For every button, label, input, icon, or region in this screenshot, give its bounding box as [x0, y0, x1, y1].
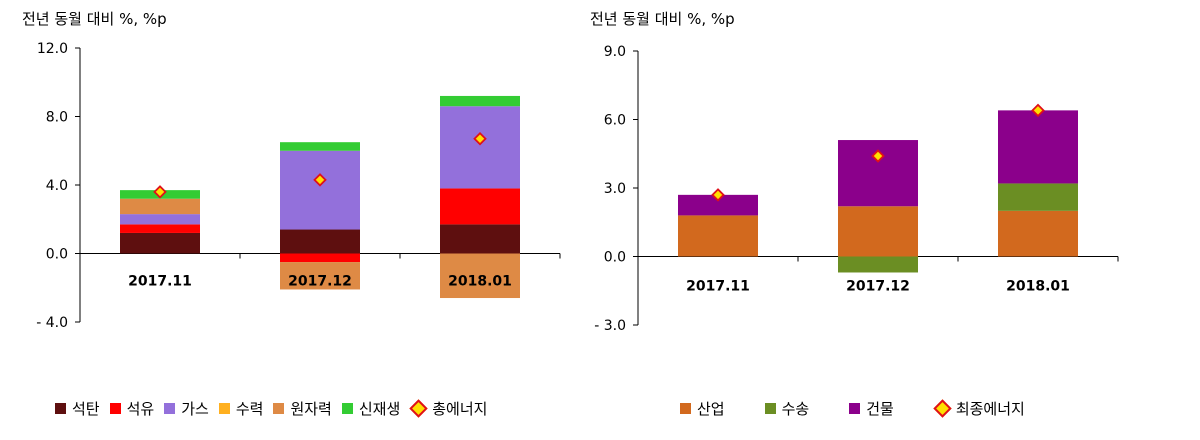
bar-segment-nuclear	[120, 198, 200, 215]
bar-segment-gas	[120, 214, 200, 225]
x-category-label: 2018.01	[1006, 279, 1070, 295]
legend-label: 건물	[866, 400, 894, 418]
chart-final-energy: 전년 동월 대비 %, %p 9.0 6.0 3.0 0.0 - 3.0 2017.11 2…	[590, 0, 1200, 440]
bar-segment-coal	[440, 224, 520, 254]
legend-label: 석유	[126, 400, 155, 418]
unit-label-right: 전년 동월 대비 %, %p	[590, 10, 735, 28]
y-tick-label: 4.0	[46, 178, 68, 194]
legend-label: 원자력	[290, 400, 332, 418]
legend-label: 가스	[181, 400, 209, 418]
legend-label: 최종에너지	[955, 400, 1025, 418]
legend-swatch-gas	[164, 403, 176, 414]
legend-total-energy: 석탄 석유 가스 수력 원자력 신재생 총에너지	[55, 398, 497, 419]
legend-final-energy: 산업 수송 건물 최종에너지	[680, 398, 1035, 419]
y-tick-label: - 3.0	[594, 318, 626, 334]
legend-item-transport: 수송	[764, 398, 810, 419]
legend-diamond-icon	[933, 399, 952, 418]
bar-segment-nuclear	[280, 262, 360, 290]
y-tick-label: 8.0	[46, 110, 68, 126]
legend-item-hydro: 수력	[218, 398, 264, 419]
legend-label: 산업	[697, 400, 725, 418]
bar-segment-transport	[838, 256, 918, 273]
legend-item-total: 최종에너지	[933, 398, 1025, 419]
bar-segment-renewable	[440, 95, 520, 107]
chart-total-energy: 전년 동월 대비 %, %p 12.0 8.0 4.0 0.0 - 4.0 2017.11…	[22, 10, 561, 419]
x-category-label: 2017.11	[686, 279, 750, 295]
bar-segment-building	[998, 110, 1078, 184]
total-marker	[871, 149, 885, 163]
total-marker	[711, 188, 725, 202]
y-tick-label: 0.0	[46, 247, 68, 263]
legend-item-gas: 가스	[164, 398, 209, 419]
total-marker	[313, 173, 327, 187]
legend-swatch-building	[849, 403, 861, 414]
legend-item-oil: 석유	[109, 398, 155, 419]
legend-item-nuclear: 원자력	[273, 398, 332, 419]
plot-final-energy: 9.0 6.0 3.0 0.0 - 3.0 2017.11 2017.12 2018.01	[594, 44, 1119, 334]
legend-label: 수송	[781, 400, 810, 418]
legend-swatch-oil	[109, 403, 121, 414]
legend-diamond-icon	[409, 399, 428, 418]
bar-segment-industry	[838, 206, 918, 257]
bar-segment-oil	[120, 224, 200, 233]
bar-segment-industry	[998, 210, 1078, 257]
legend-label: 신재생	[358, 400, 401, 418]
bar-segment-transport	[998, 183, 1078, 211]
legend-item-building: 건물	[849, 398, 894, 419]
bar-segment-renewable	[280, 142, 360, 151]
y-tick-label: 3.0	[604, 181, 626, 197]
legend-swatch-industry	[680, 403, 691, 414]
total-marker	[153, 185, 167, 199]
unit-label-left: 전년 동월 대비 %, %p	[22, 10, 167, 28]
legend-label: 수력	[235, 400, 264, 418]
y-tick-label: 6.0	[604, 113, 626, 129]
bar-segment-coal	[280, 229, 360, 254]
total-marker	[473, 131, 487, 146]
x-category-label: 2017.12	[288, 274, 352, 290]
legend-swatch-coal	[55, 403, 66, 414]
legend-label: 석탄	[72, 400, 100, 418]
y-tick-label: - 4.0	[36, 315, 68, 331]
bar-segment-coal	[120, 232, 200, 254]
bar-segment-gas	[280, 150, 360, 230]
legend-item-industry: 산업	[680, 398, 725, 419]
x-category-label: 2017.11	[128, 274, 192, 290]
legend-item-coal: 석탄	[55, 398, 100, 419]
bar-segment-oil	[280, 253, 360, 263]
plot-total-energy: 12.0 8.0 4.0 0.0 - 4.0 2017.11 2017.12 2018.01	[36, 41, 561, 331]
bar-segment-oil	[440, 188, 520, 225]
total-marker	[1031, 103, 1045, 118]
bar-segment-gas	[440, 106, 520, 189]
bar-segment-industry	[678, 215, 758, 257]
legend-item-renewable: 신재생	[341, 398, 401, 419]
legend-item-total: 총에너지	[409, 398, 488, 419]
x-category-label: 2017.12	[846, 279, 910, 295]
y-tick-label: 9.0	[604, 44, 626, 60]
legend-swatch-renewable	[341, 403, 353, 414]
y-tick-label: 12.0	[37, 41, 68, 57]
legend-label: 총에너지	[432, 400, 488, 418]
y-tick-label: 0.0	[604, 250, 626, 266]
legend-swatch-hydro	[218, 403, 230, 414]
legend-swatch-nuclear	[273, 403, 285, 414]
bar-segment-nuclear	[440, 253, 520, 299]
x-category-label: 2018.01	[448, 274, 512, 290]
legend-swatch-transport	[764, 403, 776, 414]
bar-segment-building	[678, 194, 758, 216]
